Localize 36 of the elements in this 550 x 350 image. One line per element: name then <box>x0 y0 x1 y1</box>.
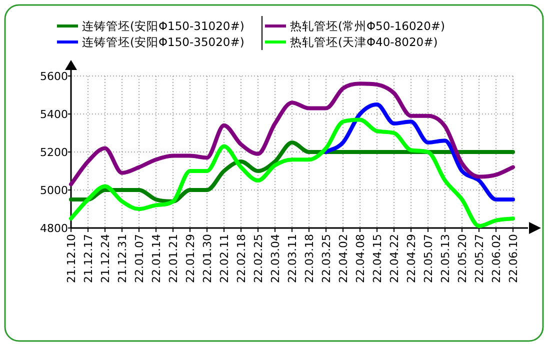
x-tick-label: 22.04.29 <box>405 234 418 283</box>
y-tick-label: 5400 <box>40 108 68 121</box>
x-tick-label: 22.03.18 <box>303 234 316 283</box>
x-tick-label: 22.04.08 <box>354 234 367 283</box>
x-tick-label: 21.12.24 <box>99 234 112 283</box>
y-tick-label: 5000 <box>40 184 68 197</box>
x-tick-label: 22.05.07 <box>422 234 435 283</box>
x-tick-label: 22.03.04 <box>269 234 282 283</box>
x-tick-label: 22.02.25 <box>252 234 265 283</box>
y-tick-label: 5200 <box>40 146 68 159</box>
x-tick-label: 22.04.22 <box>388 234 401 283</box>
x-tick-label: 21.12.17 <box>82 234 95 283</box>
x-tick-label: 22.02.11 <box>218 234 231 283</box>
x-tick-label: 21.12.31 <box>116 234 129 283</box>
x-tick-label: 22.04.02 <box>337 234 350 283</box>
x-tick-label: 22.06.10 <box>507 234 520 283</box>
x-tick-label: 22.01.21 <box>167 234 180 283</box>
x-tick-label: 22.03.25 <box>320 234 333 283</box>
legend-label: 热轧管坯(常州Φ50-16020#) <box>290 19 446 33</box>
x-tick-label: 22.02.18 <box>235 234 248 283</box>
x-tick-label: 22.01.30 <box>201 234 214 283</box>
legend-label: 热轧管坯(天津Φ40-8020#) <box>290 35 438 49</box>
x-tick-label: 22.06.02 <box>490 234 503 283</box>
y-tick-label: 4800 <box>40 222 68 235</box>
legend-label: 连铸管坯(安阳Φ150-35020#) <box>82 35 244 49</box>
x-tick-label: 22.01.14 <box>150 234 163 283</box>
x-tick-label: 22.05.13 <box>439 234 452 283</box>
x-tick-label: 22.04.15 <box>371 234 384 283</box>
x-tick-label: 22.03.11 <box>286 234 299 283</box>
x-tick-label: 22.01.07 <box>133 234 146 283</box>
legend-label: 连铸管坯(安阳Φ150-31020#) <box>82 19 244 33</box>
x-tick-label: 22.05.20 <box>456 234 469 283</box>
x-tick-label: 21.12.10 <box>65 234 78 283</box>
x-tick-label: 22.05.27 <box>473 234 486 283</box>
y-tick-label: 5600 <box>40 70 68 83</box>
x-tick-label: 22.01.29 <box>184 234 197 283</box>
